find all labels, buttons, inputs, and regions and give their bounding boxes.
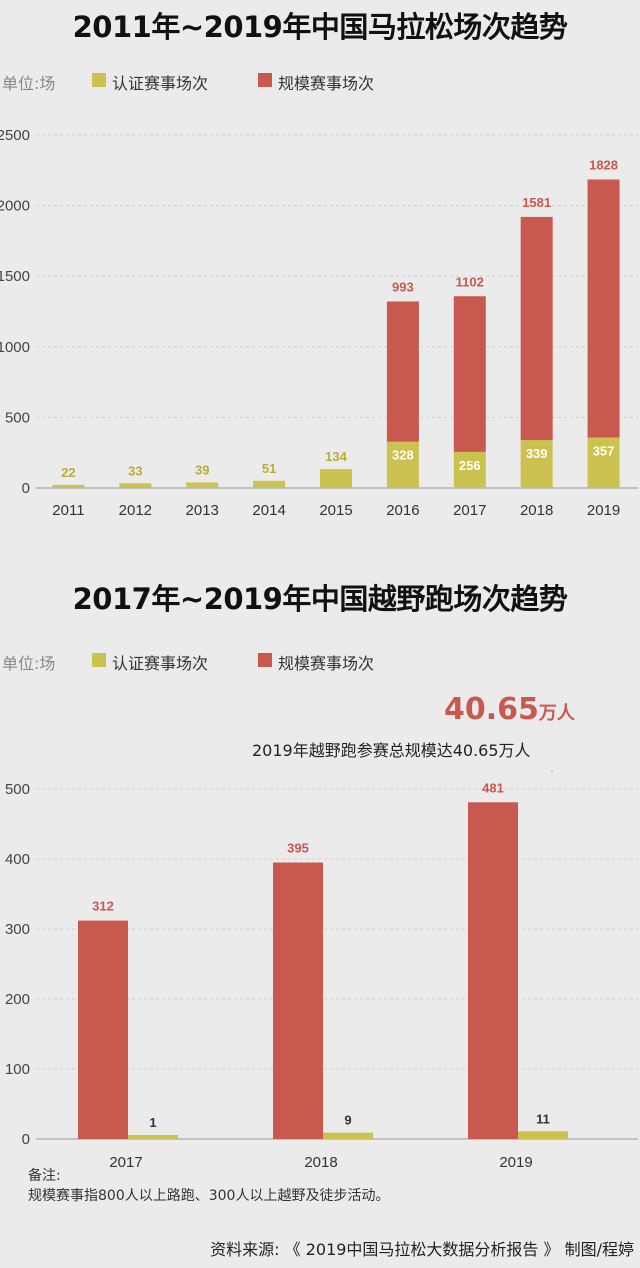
- legend-scale-label: 规模赛事场次: [278, 74, 375, 93]
- bar-scale: [273, 862, 323, 1139]
- source-credit: 资料来源: 《 2019中国马拉松大数据分析报告 》 制图/程婷: [210, 1240, 634, 1259]
- bar-scale: [468, 802, 518, 1139]
- x-tick-label: 2014: [252, 502, 285, 519]
- data-label-certified: 51: [262, 461, 276, 476]
- x-tick-label: 2017: [453, 502, 486, 519]
- x-tick-label: 2018: [520, 502, 553, 519]
- chart1-plot: 0 500 1000 1500 2000 2500 22 2011 33 2012 39 2013 51…: [0, 127, 638, 519]
- bar-certified: [386, 441, 419, 488]
- chart1-title: 2011年~2019年中国马拉松场次趋势: [72, 10, 568, 44]
- y-tick-label: 2500: [0, 127, 30, 144]
- data-label-certified: 339: [526, 446, 548, 461]
- annotation-value: 40.65万人: [444, 692, 575, 727]
- chart2-title: 2017年~2019年中国越野跑场次趋势: [72, 582, 568, 616]
- chart1-unit-label: 单位:场: [2, 74, 56, 93]
- data-label-certified: 39: [195, 462, 209, 477]
- x-tick-label: 2019: [499, 1154, 532, 1171]
- x-tick-label: 2011: [52, 502, 84, 519]
- data-label-scale: 993: [392, 279, 414, 294]
- y-tick-label: 300: [5, 921, 30, 938]
- y-tick-label: 500: [5, 409, 30, 426]
- bar-certified: [323, 1132, 373, 1139]
- data-label-certified: 357: [593, 444, 615, 459]
- note-text: 规模赛事指800人以上路跑、300人以上越野及徒步活动。: [28, 1188, 390, 1204]
- data-label-scale: 1581: [522, 195, 551, 210]
- bar-certified: [453, 451, 486, 488]
- x-tick-label: 2015: [319, 502, 352, 519]
- data-label-certified: 1: [149, 1115, 156, 1130]
- legend-certified-label: 认证赛事场次: [112, 654, 209, 673]
- data-label-scale: 481: [482, 780, 504, 795]
- annotation-text: 2019年越野跑参赛总规模达40.65万人: [252, 741, 531, 760]
- x-tick-label: 2019: [587, 502, 620, 519]
- data-label-scale: 395: [287, 841, 309, 856]
- data-label-certified: 134: [325, 449, 347, 464]
- y-tick-label: 200: [5, 991, 30, 1008]
- chart2-unit-label: 单位:场: [2, 654, 56, 673]
- bar-certified: [253, 480, 286, 488]
- data-label-scale: 312: [92, 899, 114, 914]
- y-tick-label: 2000: [0, 198, 30, 215]
- chart1-legend: 单位:场 认证赛事场次 规模赛事场次: [0, 68, 640, 93]
- legend-certified-label: 认证赛事场次: [112, 74, 209, 93]
- y-tick-label: 500: [5, 781, 30, 798]
- note: 备注: 规模赛事指800人以上路跑、300人以上越野及徒步活动。: [28, 1166, 389, 1206]
- legend-scale-label: 规模赛事场次: [278, 654, 375, 673]
- note-heading: 备注:: [28, 1168, 61, 1184]
- bar-certified: [518, 1131, 568, 1139]
- x-tick-label: 2017: [109, 1154, 142, 1171]
- y-tick-label: 1000: [0, 339, 30, 356]
- bar-scale: [78, 920, 128, 1139]
- y-tick-label: 400: [5, 851, 30, 868]
- data-label-certified: 11: [536, 1111, 550, 1126]
- x-tick-label: 2016: [386, 502, 419, 519]
- x-tick-label: 2018: [304, 1154, 337, 1171]
- y-tick-label: 1500: [0, 268, 30, 285]
- bar-scale: [587, 179, 620, 438]
- bar-scale: [386, 301, 419, 442]
- bar-scale: [453, 296, 486, 452]
- y-tick-label: 100: [5, 1061, 30, 1078]
- legend-scale-swatch: [258, 653, 272, 667]
- bar-certified: [520, 440, 553, 488]
- bar-certified: [52, 484, 85, 488]
- bar-certified: [320, 469, 352, 488]
- bar-certified: [587, 437, 620, 488]
- y-tick-label: 0: [22, 1131, 30, 1148]
- chart2-plot: 0 100 200 300 400 500 312 1 2017 395 9 2018 481 11 201…: [5, 770, 638, 1171]
- data-label-scale: 1828: [589, 157, 618, 172]
- bar-certified: [128, 1135, 178, 1139]
- bar-certified: [119, 483, 152, 488]
- legend-certified-swatch: [92, 653, 106, 667]
- data-label-certified: 33: [128, 463, 142, 478]
- bar-certified: [186, 482, 219, 488]
- data-label-certified: 22: [61, 465, 75, 480]
- annotation-number: 40.65: [444, 692, 539, 727]
- bar-scale: [520, 216, 553, 441]
- annotation-unit: 万人: [538, 703, 575, 724]
- legend-scale-swatch: [258, 73, 272, 87]
- data-label-scale: 1102: [456, 274, 484, 289]
- data-label-certified: 9: [344, 1113, 351, 1128]
- legend-certified-swatch: [92, 73, 106, 87]
- chart2-legend: 单位:场 认证赛事场次 规模赛事场次: [0, 648, 640, 673]
- y-tick-label: 0: [22, 480, 30, 497]
- data-label-certified: 328: [392, 448, 414, 463]
- data-label-certified: 256: [459, 458, 481, 473]
- x-tick-label: 2013: [186, 502, 219, 519]
- x-tick-label: 2012: [119, 502, 152, 519]
